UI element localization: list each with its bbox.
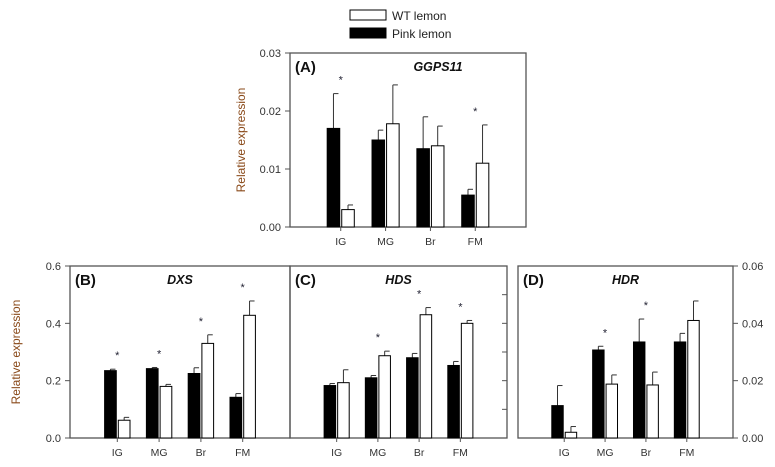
legend-label-pink: Pink lemon [392, 27, 451, 41]
y-axis-label: Relative expression [9, 300, 23, 405]
significance-star: * [376, 332, 381, 344]
pink-lemon-bar [592, 349, 605, 439]
significance-star: * [115, 350, 120, 362]
y-tick-label: 0.0 [46, 433, 61, 445]
significance-star: * [417, 289, 422, 301]
x-tick-label: MG [151, 447, 168, 459]
y-tick-label: 0.02 [742, 376, 763, 388]
pink-lemon-bar [416, 148, 430, 228]
pink-lemon-bar [371, 139, 386, 228]
significance-star: * [339, 75, 344, 87]
panel-label: (A) [295, 59, 316, 76]
y-tick-label: 0.06 [742, 261, 763, 273]
gene-title: DXS [167, 273, 193, 287]
panel-frame [517, 265, 734, 439]
wt-lemon-bar [430, 145, 445, 228]
panel-label: (B) [75, 272, 96, 289]
y-tick-label: 0.02 [260, 106, 281, 118]
x-tick-label: Br [196, 447, 207, 459]
significance-star: * [241, 282, 246, 294]
gene-title: HDR [612, 273, 639, 287]
panel-frame [289, 52, 527, 228]
pink-lemon-bar [229, 396, 243, 439]
y-tick-label: 0.03 [260, 48, 281, 60]
panel-frame [289, 265, 508, 439]
y-tick-label: 0.01 [260, 164, 281, 176]
x-tick-label: Br [414, 447, 425, 459]
x-tick-label: Br [425, 236, 436, 248]
gene-title: HDS [385, 273, 412, 287]
pink-lemon-bar [447, 364, 460, 439]
wt-lemon-bar [419, 314, 433, 439]
y-axis-label: Relative expression [234, 88, 248, 193]
x-tick-label: MG [377, 236, 394, 248]
y-tick-label: 0.4 [46, 318, 61, 330]
y-tick-label: 0.2 [46, 376, 61, 388]
x-tick-label: Br [641, 447, 652, 459]
x-tick-label: FM [453, 447, 468, 459]
wt-lemon-bar [117, 419, 131, 439]
gene-title: GGPS11 [413, 60, 462, 74]
wt-lemon-bar [243, 314, 256, 439]
pink-lemon-bar [632, 341, 646, 439]
wt-lemon-bar [475, 162, 490, 228]
pink-lemon-bar [551, 405, 564, 439]
wt-lemon-bar [460, 322, 474, 439]
legend-swatch-pink [349, 27, 387, 39]
pink-lemon-bar [326, 127, 341, 228]
wt-lemon-bar [341, 209, 355, 228]
x-tick-label: IG [559, 447, 570, 459]
wt-lemon-bar [605, 383, 619, 439]
pink-lemon-bar [406, 357, 419, 439]
pink-lemon-bar [145, 368, 159, 439]
x-tick-label: IG [112, 447, 123, 459]
wt-lemon-bar [386, 123, 400, 228]
significance-star: * [458, 301, 463, 313]
pink-lemon-bar [187, 373, 201, 439]
wt-lemon-bar [564, 431, 578, 439]
wt-lemon-bar [378, 355, 391, 439]
y-tick-label: 0.00 [260, 222, 281, 234]
pink-lemon-bar [323, 385, 337, 439]
pink-lemon-bar [364, 377, 378, 439]
significance-star: * [199, 316, 204, 328]
y-tick-label: 0.04 [742, 318, 763, 330]
x-tick-label: FM [235, 447, 250, 459]
x-tick-label: FM [468, 236, 483, 248]
significance-star: * [644, 300, 649, 312]
panel-label: (D) [523, 272, 544, 289]
pink-lemon-bar [104, 370, 117, 439]
significance-star: * [603, 327, 608, 339]
y-tick-label: 0.6 [46, 261, 61, 273]
x-tick-label: MG [369, 447, 386, 459]
wt-lemon-bar [159, 385, 173, 439]
legend-label-wt: WT lemon [392, 9, 446, 23]
panel-frame [69, 265, 291, 439]
wt-lemon-bar [337, 382, 350, 439]
pink-lemon-bar [461, 194, 475, 228]
wt-lemon-bar [201, 342, 215, 439]
x-tick-label: IG [331, 447, 342, 459]
significance-star: * [157, 348, 162, 360]
y-tick-label: 0.00 [742, 433, 763, 445]
x-tick-label: MG [597, 447, 614, 459]
panel-label: (C) [295, 272, 316, 289]
x-tick-label: FM [679, 447, 694, 459]
wt-lemon-bar [646, 384, 659, 439]
pink-lemon-bar [673, 341, 687, 439]
x-tick-label: IG [335, 236, 346, 248]
legend-swatch-wt [349, 9, 387, 21]
wt-lemon-bar [687, 319, 700, 439]
significance-star: * [473, 106, 478, 118]
